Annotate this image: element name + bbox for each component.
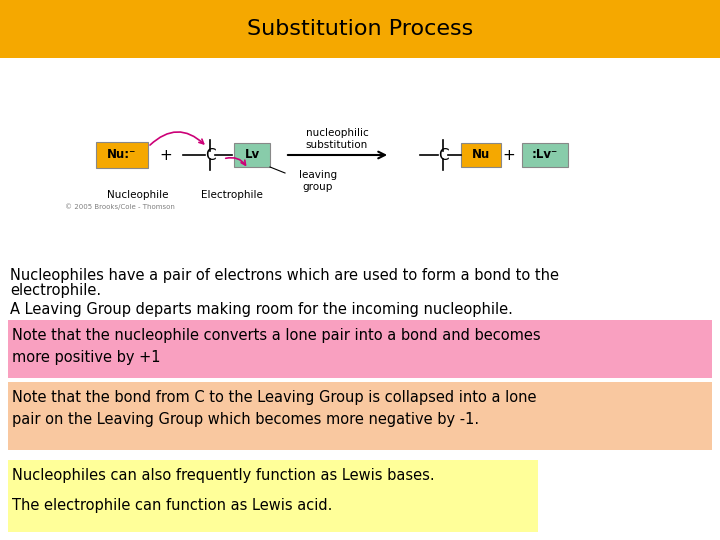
Text: Nucleophile: Nucleophile	[107, 190, 168, 200]
Text: Lv: Lv	[244, 148, 260, 161]
Text: Nu: Nu	[472, 148, 490, 161]
Text: Nu:⁻: Nu:⁻	[107, 148, 137, 161]
Bar	[461, 143, 501, 167]
FancyArrowPatch shape	[150, 132, 204, 145]
FancyArrowPatch shape	[225, 158, 246, 165]
Text: nucleophilic: nucleophilic	[305, 128, 369, 138]
Bar	[0, 0, 720, 58]
Text: leaving: leaving	[299, 170, 337, 180]
Text: © 2005 Brooks/Cole - Thomson: © 2005 Brooks/Cole - Thomson	[65, 204, 175, 211]
Text: :Lv⁻: :Lv⁻	[532, 148, 558, 161]
Text: Substitution Process: Substitution Process	[247, 19, 473, 39]
Bar	[8, 460, 538, 532]
Text: substitution: substitution	[306, 140, 368, 150]
Text: Note that the bond from C to the Leaving Group is collapsed into a lone
pair on : Note that the bond from C to the Leaving…	[12, 390, 536, 427]
Text: +: +	[160, 147, 172, 163]
Bar	[522, 143, 568, 167]
Bar	[96, 142, 148, 168]
Text: C: C	[438, 147, 449, 163]
Bar	[8, 320, 712, 378]
Text: group: group	[303, 182, 333, 192]
Text: C: C	[204, 147, 215, 163]
Text: A Leaving Group departs making room for the incoming nucleophile.: A Leaving Group departs making room for …	[10, 302, 513, 317]
Text: Nucleophiles have a pair of electrons which are used to form a bond to the: Nucleophiles have a pair of electrons wh…	[10, 268, 559, 283]
Bar	[234, 143, 270, 167]
Text: electrophile.: electrophile.	[10, 283, 101, 298]
Text: +: +	[503, 147, 516, 163]
Text: Note that the nucleophile converts a lone pair into a bond and becomes
more posi: Note that the nucleophile converts a lon…	[12, 328, 541, 365]
Text: Nucleophiles can also frequently function as Lewis bases.: Nucleophiles can also frequently functio…	[12, 468, 435, 483]
Bar	[8, 382, 712, 450]
Text: Electrophile: Electrophile	[201, 190, 263, 200]
Text: The electrophile can function as Lewis acid.: The electrophile can function as Lewis a…	[12, 498, 333, 513]
